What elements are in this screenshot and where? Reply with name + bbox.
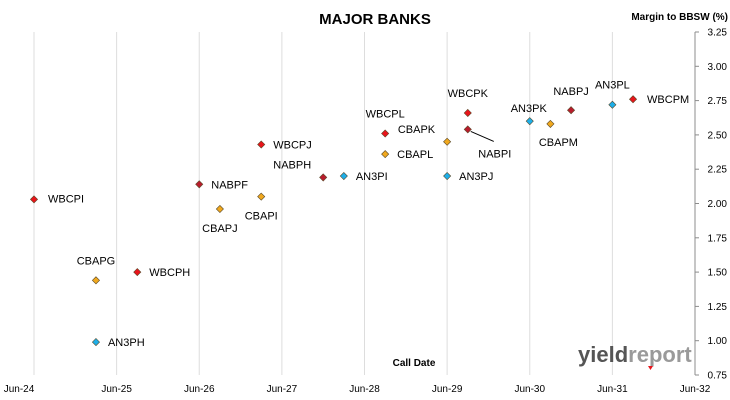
point-label: CBAPG [77, 255, 116, 267]
point-label: AN3PH [108, 337, 145, 349]
point-label: WBCPH [149, 267, 190, 279]
point-label: WBCPJ [273, 140, 312, 152]
y-tick-label: 1.00 [708, 336, 728, 347]
point-label: AN3PJ [459, 171, 493, 183]
point-label: CBAPK [398, 124, 436, 136]
data-points [29, 95, 638, 347]
x-tick-label: Jun-29 [432, 384, 463, 395]
point-label: NABPJ [553, 86, 588, 98]
x-tick-label: Jun-25 [101, 384, 132, 395]
data-point [381, 150, 390, 159]
point-label: WBCPM [647, 94, 689, 106]
y-tick-label: 1.75 [708, 233, 728, 244]
data-point [443, 172, 452, 181]
logo: yieldreport [578, 342, 692, 370]
svg-text:yieldreport: yieldreport [578, 342, 692, 367]
data-point [339, 172, 348, 181]
x-tick-label: Jun-24 [4, 384, 35, 395]
point-label: WBCPK [448, 88, 489, 100]
data-point [91, 338, 100, 347]
x-tick-label: Jun-28 [349, 384, 380, 395]
data-point [567, 106, 576, 115]
y-tick-label: 0.75 [708, 371, 728, 382]
point-label: WBCPL [366, 109, 405, 121]
logo-report: report [628, 342, 692, 367]
data-point [463, 125, 472, 134]
axes [694, 31, 699, 376]
y-tick-label: 2.75 [708, 96, 728, 107]
logo-marker-icon [648, 366, 653, 370]
point-label: CBAPI [245, 211, 278, 223]
data-point [257, 140, 266, 149]
point-label: NABPH [273, 159, 311, 171]
x-tick-labels: Jun-24 Jun-25 Jun-26 Jun-27 Jun-28 Jun-29 Jun-… [4, 384, 711, 395]
x-tick-label: Jun-26 [184, 384, 215, 395]
point-label: CBAPM [539, 137, 578, 149]
x-tick-label: Jun-30 [514, 384, 545, 395]
y-tick-label: 2.00 [708, 199, 728, 210]
x-tick-label: Jun-27 [267, 384, 298, 395]
point-labels: WBCPI WBCPH WBCPJ WBCPL WBCPK WBCPM NABPF NABPH… [48, 80, 689, 349]
data-point [608, 100, 617, 109]
data-point [525, 117, 534, 126]
data-point [257, 192, 266, 201]
data-point [319, 173, 328, 182]
y-tick-label: 3.25 [708, 28, 728, 39]
data-point [91, 276, 100, 285]
point-label: AN3PI [356, 171, 388, 183]
data-point [195, 180, 204, 189]
point-label: NABPI [478, 148, 511, 160]
data-point [133, 268, 142, 277]
point-label: CBAPL [397, 149, 433, 161]
x-axis-label: Call Date [393, 358, 436, 369]
y-tick-label: 1.25 [708, 302, 728, 313]
point-label: CBAPJ [202, 223, 237, 235]
point-label: NABPF [211, 179, 248, 191]
data-point [546, 119, 555, 128]
point-label: WBCPI [48, 193, 84, 205]
data-point [381, 129, 390, 138]
point-label: AN3PL [595, 80, 630, 92]
logo-yield: yield [578, 342, 628, 367]
point-label: AN3PK [511, 103, 548, 115]
y-tick-label: 1.50 [708, 268, 728, 279]
y-tick-label: 3.00 [708, 62, 728, 73]
chart-title: MAJOR BANKS [319, 11, 431, 28]
y-tick-label: 2.25 [708, 165, 728, 176]
x-tick-label: Jun-31 [597, 384, 628, 395]
y-tick-label: 2.50 [708, 130, 728, 141]
data-point [215, 204, 224, 214]
data-point [443, 137, 452, 146]
y-tick-labels: 0.75 1.00 1.25 1.50 1.75 2.00 2.25 2.50 2.75 3.00… [708, 28, 728, 382]
leader-line [470, 130, 494, 142]
data-point [629, 95, 638, 104]
data-point [463, 108, 472, 117]
data-point [29, 195, 39, 204]
x-tick-label: Jun-32 [680, 384, 711, 395]
y-axis-label: Margin to BBSW (%) [631, 12, 728, 23]
